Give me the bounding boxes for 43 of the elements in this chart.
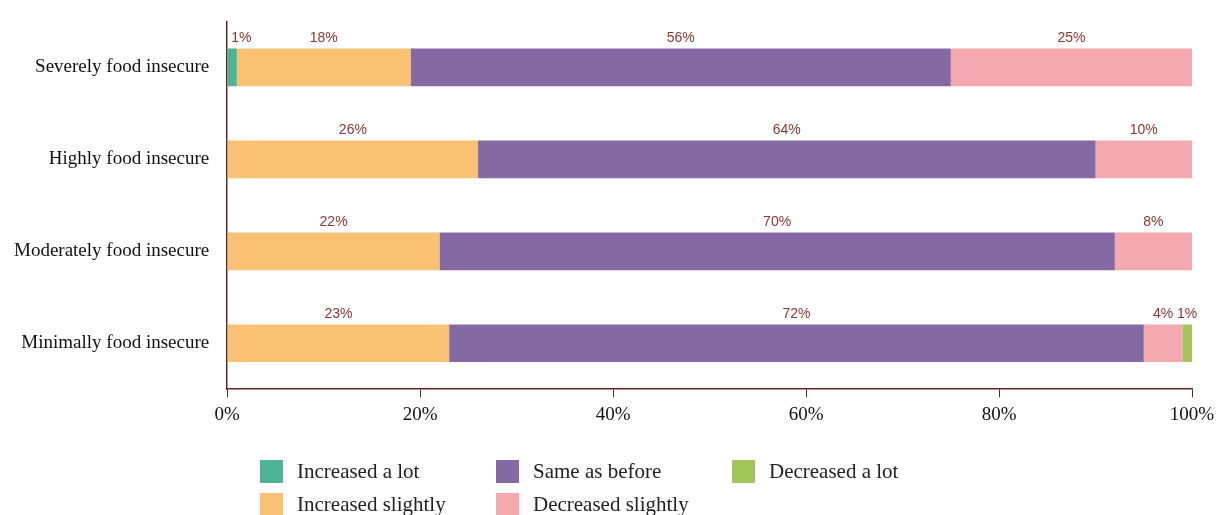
legend-label: Decreased slightly [533, 492, 689, 515]
bar [950, 48, 1192, 87]
x-tick-label: 20% [402, 402, 438, 424]
bar [1114, 232, 1192, 271]
x-tick-label: 40% [595, 402, 631, 424]
y-tick-label: Moderately food insecure [13, 239, 210, 261]
x-tick-label: 100% [1169, 402, 1215, 424]
bar [1182, 324, 1192, 363]
bar [410, 48, 951, 87]
legend-label: Decreased a lot [769, 459, 899, 484]
legend-label: Increased slightly [297, 492, 446, 515]
data-label: 56% [666, 29, 695, 46]
data-label: 1% [231, 29, 252, 46]
bar [1095, 140, 1192, 179]
bar [1143, 324, 1183, 363]
x-tick-label: 80% [981, 402, 1017, 424]
bar [236, 48, 411, 87]
legend-label: Increased a lot [297, 459, 420, 484]
data-label: 10% [1129, 121, 1158, 138]
data-label: 23% [324, 305, 353, 322]
data-label: 4% [1152, 305, 1174, 322]
bar [227, 140, 479, 179]
data-label: 18% [309, 29, 338, 46]
data-label: 70% [763, 213, 792, 230]
x-tick-label: 0% [214, 402, 241, 424]
data-label: 1% [1177, 305, 1198, 322]
data-label: 22% [319, 213, 348, 230]
y-tick-label: Severely food insecure [35, 55, 210, 77]
bar [227, 324, 450, 363]
data-label: 25% [1057, 29, 1086, 46]
bar [449, 324, 1144, 363]
data-label: 8% [1143, 213, 1164, 230]
data-label: 26% [338, 121, 367, 138]
bar [439, 232, 1115, 271]
bar [478, 140, 1096, 179]
data-label: 64% [772, 121, 801, 138]
bar [227, 48, 237, 87]
bar [227, 232, 440, 271]
y-tick-label: Highly food insecure [48, 147, 210, 169]
data-label: 72% [782, 305, 811, 322]
y-tick-label: Minimally food insecure [21, 331, 210, 353]
x-tick-label: 60% [788, 402, 824, 424]
legend-label: Same as before [533, 459, 662, 484]
